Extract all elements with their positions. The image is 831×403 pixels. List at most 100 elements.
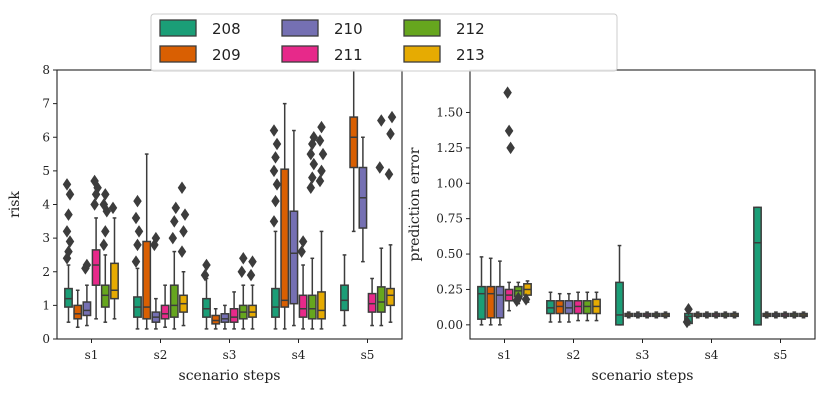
box-210-s5 [358,136,368,263]
box-211-s3 [642,311,652,319]
box-209-s2 [142,153,152,330]
outlier-point [62,178,72,191]
box-213-s1 [108,201,119,320]
box-208-s1 [477,256,486,326]
box-211-s4 [297,235,308,330]
outlier-point [271,151,280,164]
box-212-s3 [237,252,248,330]
box-209-s5 [349,69,359,233]
box-body [340,284,349,312]
y-axis-label: prediction error [407,147,423,261]
outlier-point [317,120,326,134]
outlier-point [306,147,316,161]
box-body [317,291,326,320]
legend-swatch-208 [159,19,197,37]
box-213-s4 [730,311,739,319]
box-213-s5 [384,110,397,323]
outlier-point [101,188,110,201]
y-tick-label: 8 [42,63,50,77]
outlier-point [179,225,188,238]
y-tick-label: 4 [42,198,50,212]
box-body [367,292,377,313]
outlier-point [170,215,179,228]
x-tick-label: s4 [292,348,306,362]
legend: 208 209 210 211 212 213 [150,13,618,72]
outlier-point [200,268,210,282]
box-208-s3 [200,258,211,330]
outlier-point [62,225,72,238]
y-tick-label: 0.50 [436,247,463,261]
outlier-point [377,114,386,127]
y-tick-label: 0.75 [436,212,463,226]
y-tick-label: 6 [42,130,50,144]
box-body [615,281,624,326]
outlier-point [108,201,118,215]
y-tick-label: 1.50 [436,105,463,119]
box-body [376,286,386,313]
box-209-s1 [73,289,83,328]
legend-label-209: 209 [212,46,241,64]
outlier-point [271,194,280,208]
box-209-s2 [555,292,565,323]
outlier-point [309,157,319,171]
box-210-s2 [564,292,574,323]
legend-frame [150,13,618,72]
box-body [289,210,299,305]
x-tick-label: s2 [154,348,168,362]
y-tick-label: 0 [42,332,50,346]
x-tick-label: s1 [498,348,512,362]
x-tick-label: s2 [567,348,581,362]
box-210-s3 [633,311,643,319]
box-211-s5 [780,311,790,319]
outlier-point [503,86,512,99]
outlier-point [246,268,256,282]
box-body [229,307,239,323]
outlier-point [131,211,141,225]
box-body [495,285,505,319]
box-body [82,301,92,317]
y-tick-label: 0.00 [436,318,463,332]
x-tick-label: s5 [774,348,788,362]
outlier-point [514,291,523,305]
x-tick-label: s5 [361,348,375,362]
box-211-s4 [711,311,721,319]
box-body [160,304,170,320]
box-body [142,240,152,320]
outlier-point [272,178,282,191]
box-212-s1 [512,281,523,308]
box-209-s4 [280,102,290,330]
outlier-point [297,245,306,258]
outlier-point [202,258,211,272]
y-tick-label: 2 [42,265,50,279]
box-208-s5 [753,206,762,326]
box-213-s3 [246,255,257,330]
box-210-s3 [220,304,230,330]
box-208-s4 [269,124,282,330]
y-tick-label: 1.00 [436,176,463,190]
risk-boxplot-panel: 0 1 2 3 4 5 6 7 8 s1 s2 s3 s4 s5 scenario steps risk [7,63,403,384]
box-body [386,287,395,307]
box-211-s1 [90,174,102,320]
outlier-point [82,258,92,272]
outlier-point [134,225,144,238]
x-axis-label: scenario steps [179,368,281,384]
box-body [349,116,359,169]
outlier-point [684,303,693,316]
box-213-s1 [521,280,532,306]
box-body [100,284,110,308]
box-212-s3 [651,311,661,319]
outlier-point [65,188,75,201]
x-axis-label: scenario steps [592,368,694,384]
x-tick-label: s1 [85,348,99,362]
outlier-point [151,231,161,245]
outlier-point [521,293,531,306]
legend-label-208: 208 [212,20,241,38]
box-body [202,297,211,318]
box-209-s5 [762,311,772,319]
box-208-s5 [340,254,349,327]
prediction-error-boxplot-panel: 0.00 0.25 0.50 0.75 1.00 1.25 1.50 s1 s2 s3 s4 s5 sc… [407,69,816,384]
box-213-s5 [799,311,808,319]
box-body [271,287,280,318]
legend-swatch-210 [281,19,319,37]
